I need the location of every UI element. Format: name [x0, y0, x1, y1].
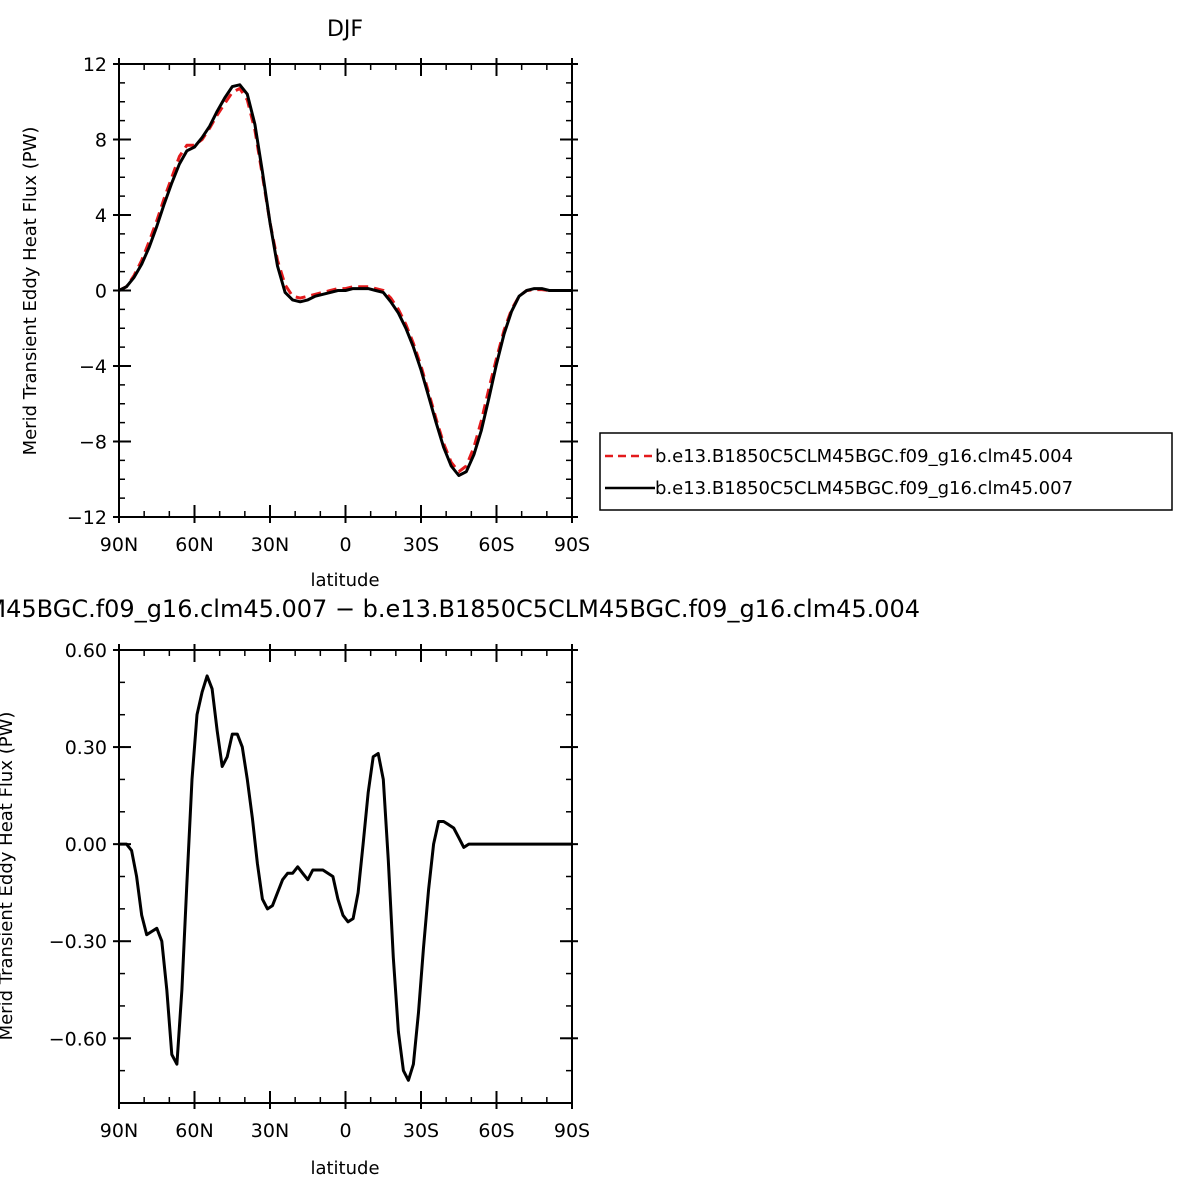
bottom-series-line-0	[119, 674, 572, 1082]
top-y-tick-label: −8	[79, 432, 107, 454]
bottom-x-tick-label: 0	[339, 1120, 351, 1142]
top-x-tick-label: 30S	[403, 534, 439, 556]
top-y-tick-label: 8	[95, 130, 107, 152]
top-axis-ticks: 90N 60N 30N 0 30S 60S 90S 12 8 4 0 −4 −8 −12	[67, 54, 590, 556]
bottom-x-axis-label: latitude	[310, 1158, 379, 1179]
top-x-tick-label: 60N	[175, 534, 213, 556]
bottom-x-tick-label: 90N	[100, 1120, 138, 1142]
top-x-tick-label: 90N	[100, 534, 138, 556]
top-x-tick-label: 30N	[251, 534, 289, 556]
bottom-x-tick-label: 60N	[175, 1120, 213, 1142]
bottom-axis-ticks: 90N 60N 30N 0 30S 60S 90S 0.60 0.30 0.00 −0.30 −0.6…	[49, 640, 590, 1142]
bottom-x-tick-label: 90S	[554, 1120, 590, 1142]
bottom-chart-title: b.e13.B1850C5CLM45BGC.f09_g16.clm45.007 …	[0, 595, 920, 623]
top-legend: b.e13.B1850C5CLM45BGC.f09_g16.clm45.004 …	[599, 432, 1173, 511]
bottom-x-tick-label: 30N	[251, 1120, 289, 1142]
top-x-tick-label: 60S	[478, 534, 514, 556]
bottom-y-axis-label: Merid Transient Eddy Heat Flux (PW)	[0, 712, 17, 1041]
top-x-tick-label: 0	[339, 534, 351, 556]
bottom-x-tick-label: 60S	[478, 1120, 514, 1142]
bottom-panel: b.e13.B1850C5CLM45BGC.f09_g16.clm45.007 …	[0, 595, 920, 1179]
top-x-axis-label: latitude	[310, 570, 379, 591]
top-series-line-1	[118, 83, 572, 477]
bottom-series-lines	[119, 674, 572, 1082]
legend-box	[599, 432, 1173, 511]
top-y-tick-label: −12	[67, 507, 107, 529]
bottom-x-tick-label: 30S	[403, 1120, 439, 1142]
legend-label-007: b.e13.B1850C5CLM45BGC.f09_g16.clm45.007	[655, 478, 1073, 499]
top-series-lines	[118, 83, 572, 477]
top-series-line-0	[118, 87, 572, 474]
top-y-axis-label: Merid Transient Eddy Heat Flux (PW)	[20, 127, 41, 456]
top-y-tick-label: 4	[95, 205, 107, 227]
top-y-tick-label: −4	[79, 356, 107, 378]
bottom-y-tick-label: 0.30	[65, 737, 107, 759]
top-y-tick-label: 0	[95, 281, 107, 303]
bottom-y-tick-label: −0.30	[49, 931, 107, 953]
top-y-tick-label: 12	[83, 54, 107, 76]
bottom-y-tick-label: −0.60	[49, 1028, 107, 1050]
top-chart-title: DJF	[327, 17, 363, 42]
top-x-tick-label: 90S	[554, 534, 590, 556]
bottom-y-tick-label: 0.00	[65, 834, 107, 856]
top-panel: DJF 90N 60N 30N 0 30S 60S 90S 12 8 4 0 −4 −8 −12 lati…	[20, 17, 590, 591]
legend-label-004: b.e13.B1850C5CLM45BGC.f09_g16.clm45.004	[655, 446, 1073, 467]
bottom-y-tick-label: 0.60	[65, 640, 107, 662]
